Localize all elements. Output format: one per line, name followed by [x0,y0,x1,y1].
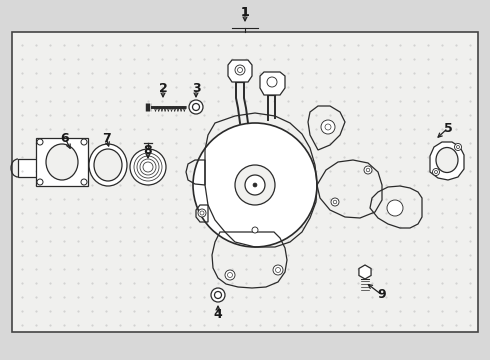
Circle shape [37,139,43,145]
Ellipse shape [89,144,127,186]
Circle shape [235,65,245,75]
Text: 6: 6 [61,131,69,144]
Ellipse shape [94,149,122,181]
Circle shape [252,227,258,233]
Ellipse shape [130,149,166,185]
Circle shape [211,288,225,302]
Circle shape [193,104,199,111]
Circle shape [331,198,339,206]
Circle shape [81,179,87,185]
Circle shape [225,270,235,280]
Polygon shape [228,60,252,82]
Circle shape [238,68,243,72]
Circle shape [37,179,43,185]
Text: 2: 2 [159,81,168,95]
Ellipse shape [46,144,78,180]
Text: 7: 7 [101,131,110,144]
Circle shape [455,144,462,150]
Circle shape [81,139,87,145]
Circle shape [387,200,403,216]
Bar [36,138,88,186]
Circle shape [433,168,440,176]
Circle shape [275,267,280,273]
Circle shape [253,183,257,187]
Circle shape [325,124,331,130]
Ellipse shape [436,148,458,172]
Circle shape [193,123,317,247]
Circle shape [457,145,460,149]
Circle shape [200,211,204,215]
Circle shape [435,171,438,174]
Bar [18,159,38,177]
Text: 1: 1 [241,5,249,18]
Circle shape [235,165,275,205]
Circle shape [333,200,337,204]
Polygon shape [359,265,371,279]
Circle shape [267,77,277,87]
Circle shape [215,292,221,298]
Polygon shape [430,142,464,180]
Text: 4: 4 [214,309,222,321]
Circle shape [227,273,232,278]
Text: 8: 8 [144,144,152,157]
Circle shape [189,100,203,114]
Text: 1: 1 [241,5,249,18]
Text: 5: 5 [443,122,452,135]
Circle shape [198,209,206,217]
Circle shape [364,166,372,174]
Text: 3: 3 [192,81,200,95]
Circle shape [366,168,370,172]
Circle shape [273,265,283,275]
Circle shape [321,120,335,134]
Text: 9: 9 [378,288,386,302]
Bar [12,32,478,332]
Circle shape [245,175,265,195]
Polygon shape [260,72,285,95]
